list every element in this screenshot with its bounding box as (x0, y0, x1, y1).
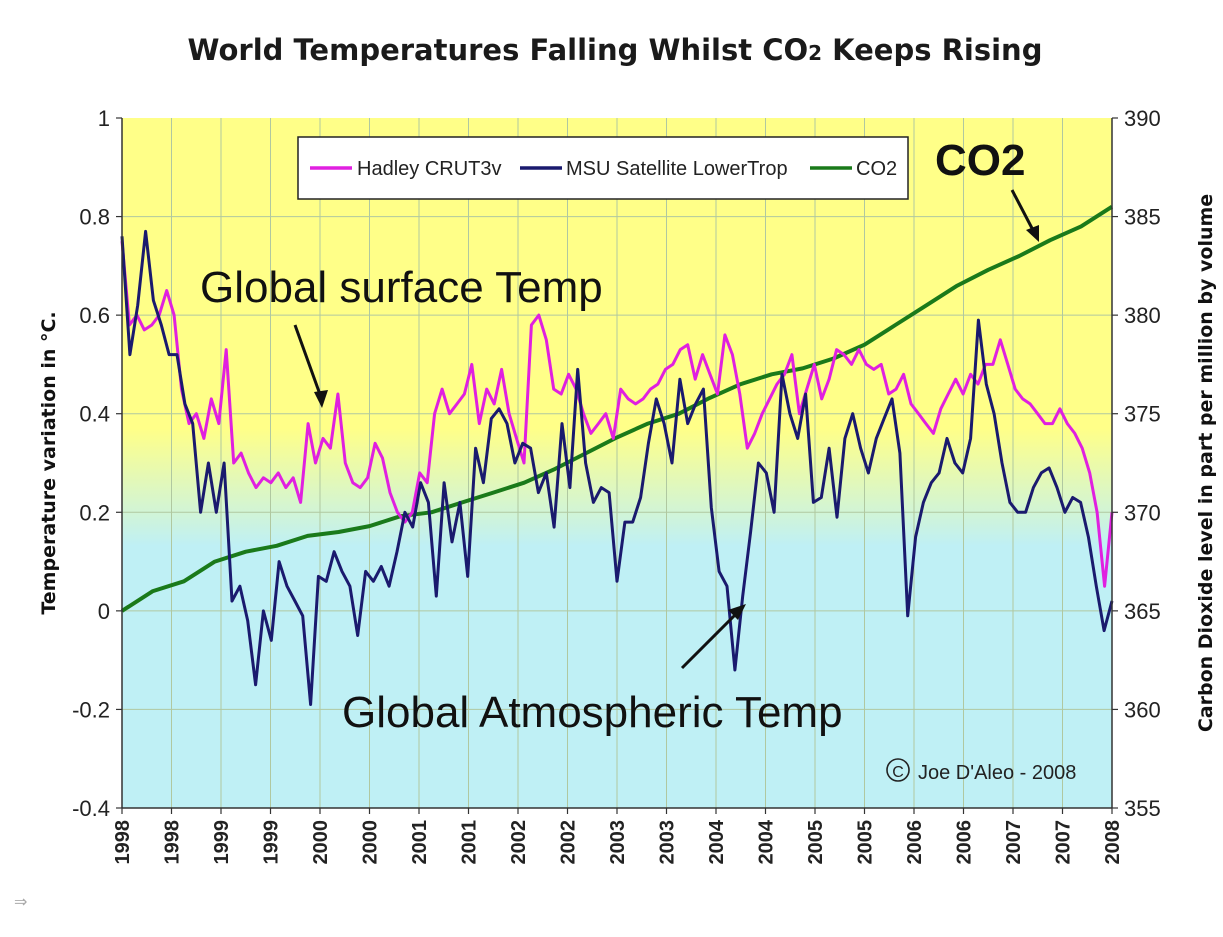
corner-arrow-icon: ⇒ (14, 892, 27, 911)
x-tick-label: 2001 (409, 820, 431, 865)
x-tick-label: 2006 (904, 820, 926, 865)
annotation-arrowhead-surface (314, 390, 328, 408)
right-ticks: 355 360 365 370 375 380 385 390 (1112, 106, 1161, 821)
left-tick-label: -0.4 (72, 796, 110, 821)
right-tick-label: 365 (1124, 599, 1161, 624)
annotation-arrowhead-atmospheric (728, 604, 746, 620)
right-tick-label: 355 (1124, 796, 1161, 821)
x-tick-label: 1999 (261, 820, 283, 865)
right-tick-label: 370 (1124, 500, 1161, 525)
right-tick-label: 385 (1124, 205, 1161, 230)
annotation-global-atmospheric-temp: Global Atmospheric Temp (342, 688, 843, 737)
left-tick-label: 0.6 (79, 303, 110, 328)
x-tick-label: 2003 (657, 820, 679, 865)
x-tick-label: 2004 (706, 819, 728, 864)
annotation-arrow-atmospheric (680, 608, 742, 670)
left-tick-label: -0.2 (72, 697, 110, 722)
left-tick-label: 0.8 (79, 205, 110, 230)
legend-box (297, 136, 909, 200)
series-line-co2 (120, 205, 1114, 613)
x-tick-label: 2001 (459, 820, 481, 865)
x-tick-label: 1998 (112, 820, 134, 865)
right-tick-label: 390 (1124, 106, 1161, 131)
right-tick-label: 380 (1124, 303, 1161, 328)
legend: Hadley CRUT3v MSU Satellite LowerTrop CO… (297, 136, 909, 200)
x-tick-label: 2007 (1053, 820, 1075, 865)
left-tick-label: 0.2 (79, 500, 110, 525)
annotation-arrow-co2 (1010, 189, 1037, 235)
annotation-co2: CO2 (935, 136, 1025, 185)
left-tick-label: 0 (98, 599, 110, 624)
series-layer (120, 205, 1114, 706)
legend-label-msu: MSU Satellite LowerTrop (566, 158, 788, 180)
credit: C Joe D'Aleo - 2008 (886, 758, 1076, 784)
x-tick-label: 2000 (360, 820, 382, 865)
x-tick-label: 2005 (855, 820, 877, 865)
left-ticks: -0.4 -0.2 0 0.2 0.4 0.6 0.8 1 (72, 106, 122, 821)
x-tick-label: 2008 (1102, 820, 1124, 865)
credit-text: Joe D'Aleo - 2008 (918, 762, 1076, 784)
chart-title: World Temperatures Falling Whilst CO2 Ke… (188, 33, 1043, 67)
x-tick-label: 2002 (558, 820, 580, 865)
x-tick-label: 2000 (310, 820, 332, 865)
x-tick-label: 2005 (805, 820, 827, 865)
left-tick-label: 1 (98, 106, 110, 131)
x-tick-label: 2004 (756, 819, 778, 864)
series-line-hadley-crut3v (120, 241, 1114, 588)
x-tick-label: 1999 (211, 820, 233, 865)
x-tick-label: 2006 (954, 820, 976, 865)
y-axis-label-left: Temperature variation in °C. (38, 311, 60, 614)
legend-label-co2: CO2 (856, 158, 897, 180)
annotation-arrow-surface (293, 324, 324, 401)
x-ticks: 1998 1998 1999 1999 2000 2000 2001 2001 2002 2002… (112, 808, 1124, 865)
x-tick-label: 2003 (607, 820, 629, 865)
right-tick-label: 360 (1124, 697, 1161, 722)
copyright-icon (886, 758, 910, 782)
x-tick-label: 1998 (162, 820, 184, 865)
right-tick-label: 375 (1124, 402, 1161, 427)
legend-label-hadley: Hadley CRUT3v (357, 158, 501, 180)
x-tick-label: 2002 (508, 820, 530, 865)
left-tick-label: 0.4 (79, 402, 110, 427)
annotation-global-surface-temp: Global surface Temp (200, 263, 603, 312)
x-tick-label: 2007 (1003, 820, 1025, 865)
series-line-msu-satellite-lowertrop (120, 229, 1114, 706)
copyright-glyph: C (892, 764, 904, 781)
annotation-arrowhead-co2 (1026, 225, 1039, 242)
y-axis-label-right: Carbon Dioxide level in part per million… (1195, 194, 1217, 732)
